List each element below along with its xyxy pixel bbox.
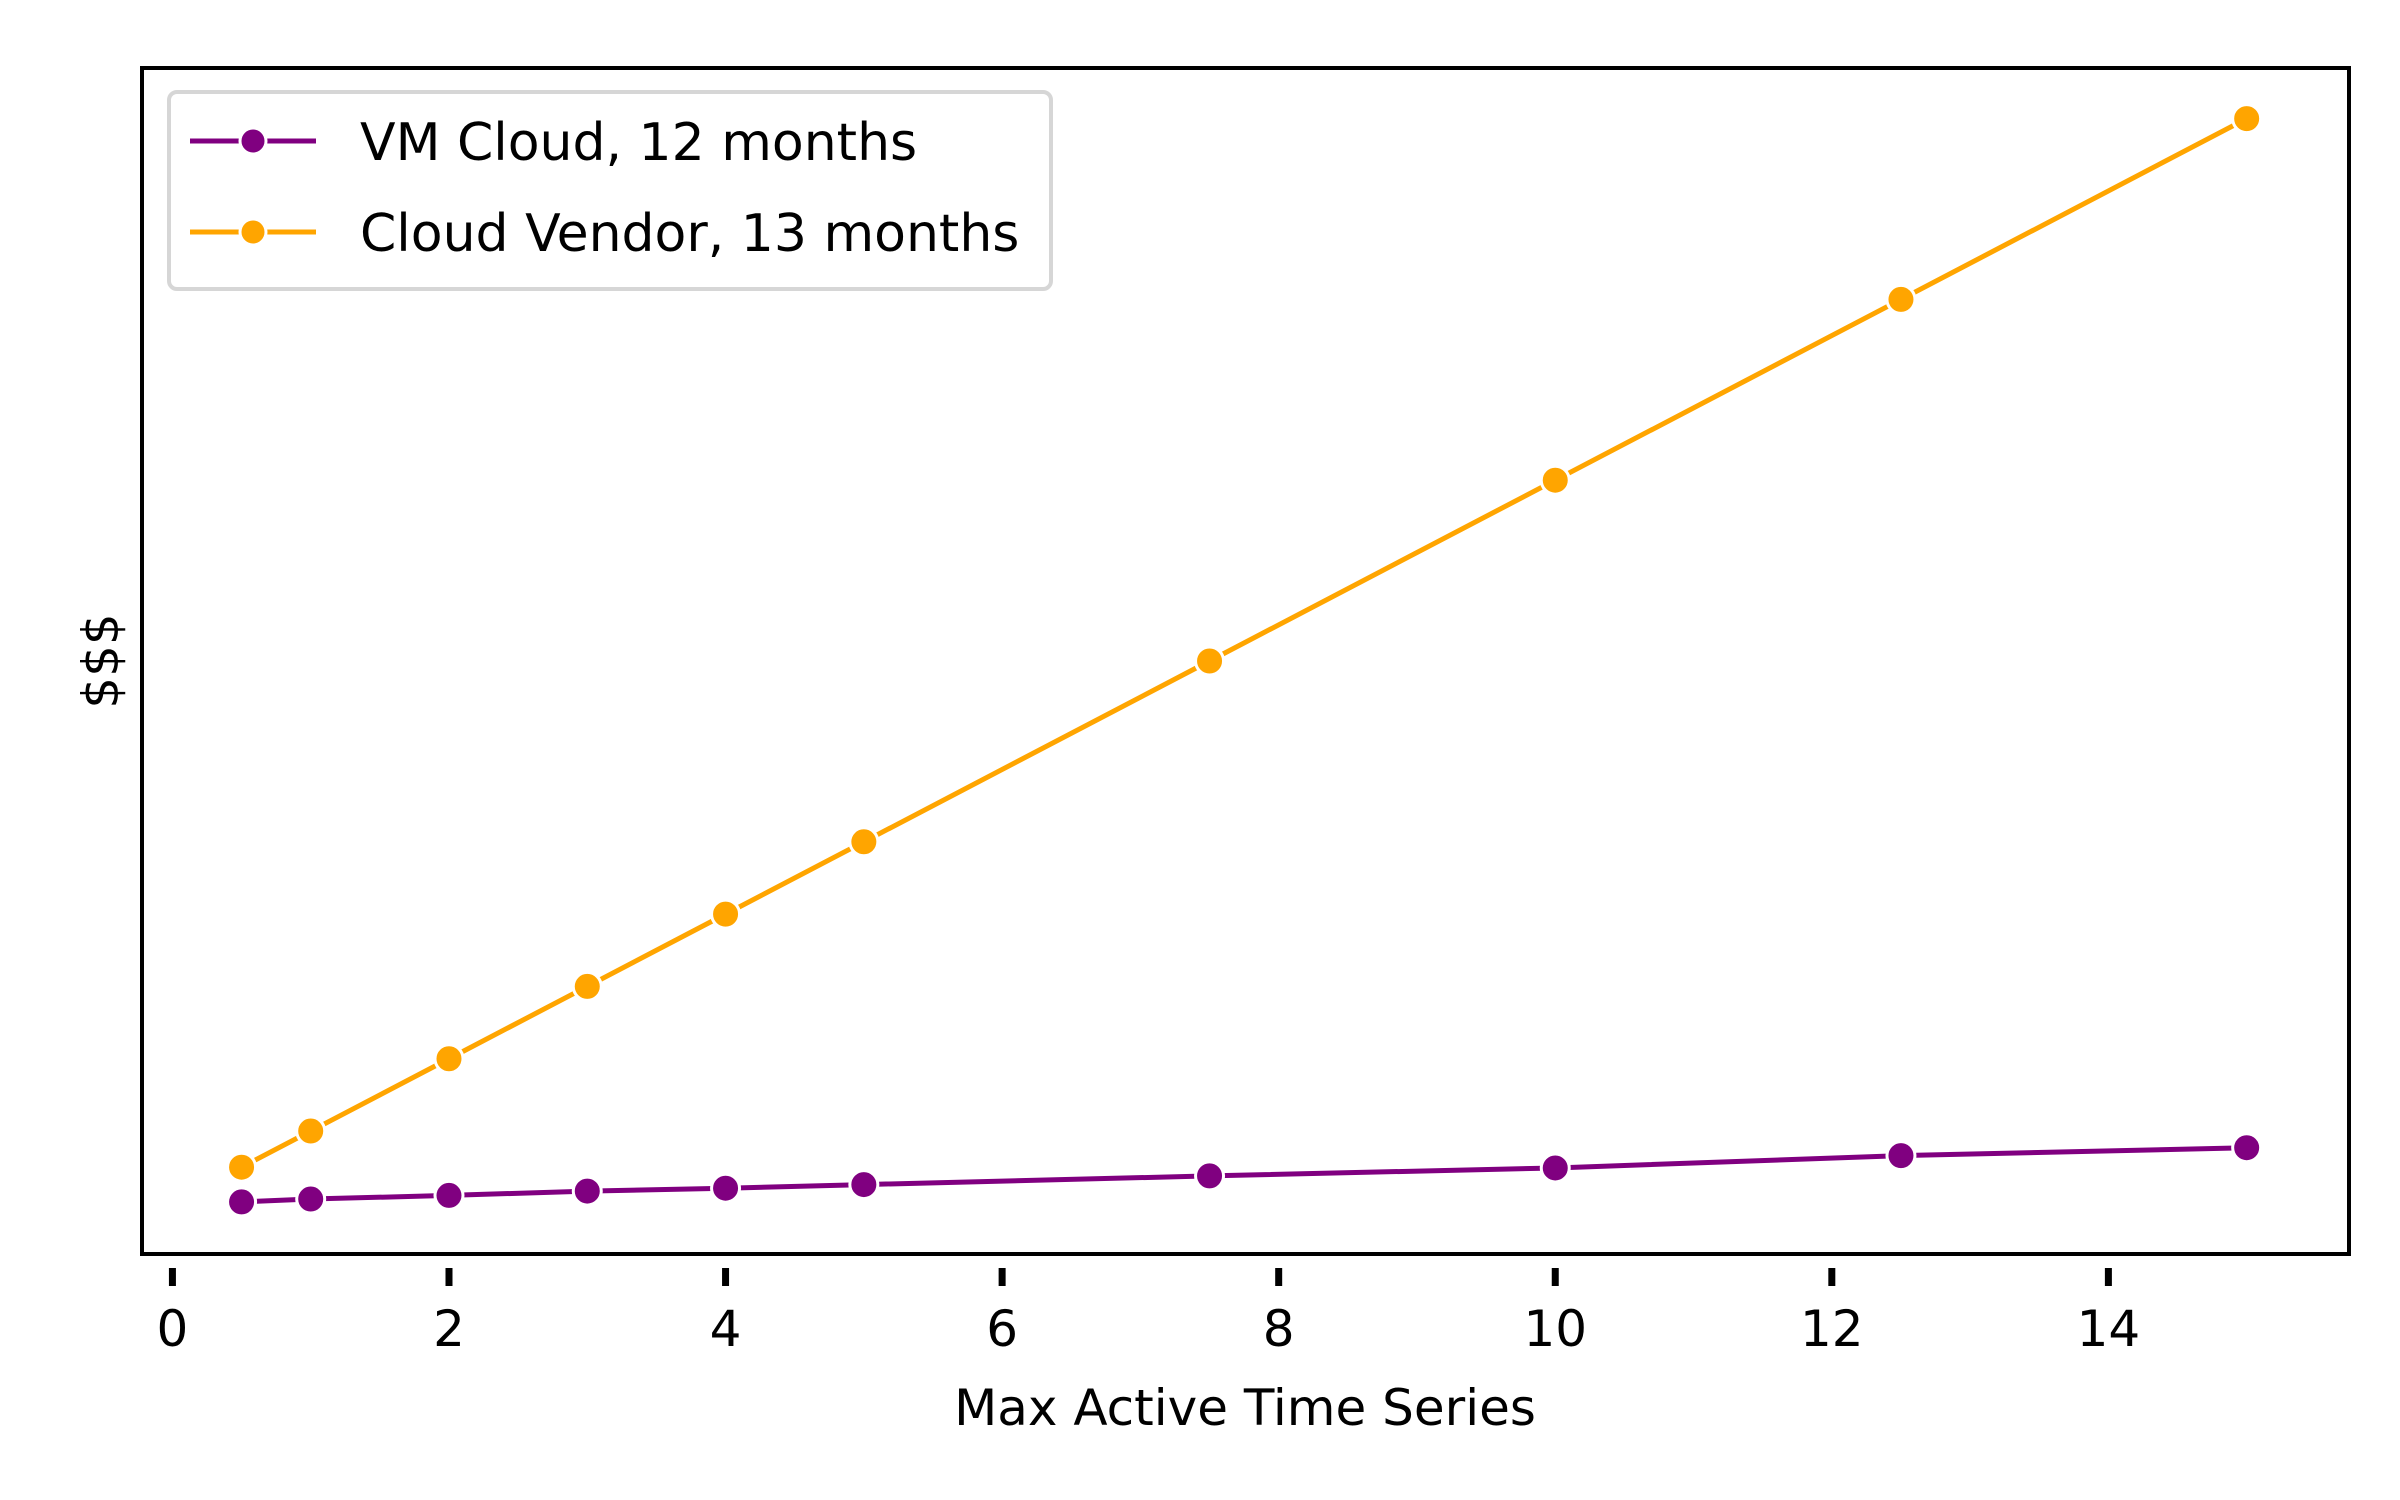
data-point-vm-cloud-12-months: [2231, 1132, 2263, 1164]
data-point-vm-cloud-12-months: [1539, 1152, 1571, 1184]
legend-label-cloud-vendor: Cloud Vendor, 13 months: [360, 204, 1019, 264]
data-point-cloud-vendor-13-months: [226, 1151, 258, 1183]
x-tick-label: 10: [1523, 1300, 1587, 1358]
x-ticks: 0 2 4 6 8 10 12 14: [157, 1268, 2141, 1358]
data-point-cloud-vendor-13-months: [1885, 283, 1917, 315]
data-point-cloud-vendor-13-months: [571, 970, 603, 1002]
data-point-vm-cloud-12-months: [226, 1186, 258, 1218]
legend-box: [167, 90, 1053, 291]
data-point-cloud-vendor-13-months: [433, 1043, 465, 1075]
data-point-cloud-vendor-13-months: [295, 1115, 327, 1147]
data-point-cloud-vendor-13-months: [710, 898, 742, 930]
series-line-cloud-vendor-13-months: [240, 116, 2248, 1170]
data-point-cloud-vendor-13-months: [1539, 464, 1571, 496]
x-tick-label: 2: [433, 1300, 465, 1358]
legend-label-vm-cloud: VM Cloud, 12 months: [360, 113, 917, 173]
x-tick-label: 8: [1263, 1300, 1295, 1358]
data-point-vm-cloud-12-months: [433, 1179, 465, 1211]
legend: VM Cloud, 12 months Cloud Vendor, 13 mon…: [167, 90, 1053, 291]
legend-marker-cloud-vendor: [238, 217, 268, 247]
x-tick-label: 4: [710, 1300, 742, 1358]
data-point-vm-cloud-12-months: [710, 1172, 742, 1204]
y-axis-label: $$$: [72, 613, 130, 708]
series-line-vm-cloud-12-months: [241, 1145, 2247, 1205]
x-tick-label: 6: [986, 1300, 1018, 1358]
legend-entry-vm-cloud: VM Cloud, 12 months: [190, 113, 917, 173]
x-tick-label: 0: [157, 1300, 189, 1358]
legend-marker-vm-cloud: [238, 126, 268, 156]
data-point-vm-cloud-12-months: [571, 1175, 603, 1207]
data-point-vm-cloud-12-months: [1885, 1140, 1917, 1172]
data-point-cloud-vendor-13-months: [2231, 103, 2263, 135]
x-tick-label: 14: [2077, 1300, 2141, 1358]
legend-entry-cloud-vendor: Cloud Vendor, 13 months: [190, 204, 1019, 264]
data-point-vm-cloud-12-months: [848, 1169, 880, 1201]
data-point-cloud-vendor-13-months: [848, 826, 880, 858]
x-axis-label: Max Active Time Series: [954, 1379, 1536, 1437]
series-layer: [226, 103, 2263, 1218]
data-point-vm-cloud-12-months: [1194, 1160, 1226, 1192]
data-point-vm-cloud-12-months: [295, 1183, 327, 1215]
data-point-cloud-vendor-13-months: [1194, 645, 1226, 677]
x-tick-label: 12: [1800, 1300, 1864, 1358]
